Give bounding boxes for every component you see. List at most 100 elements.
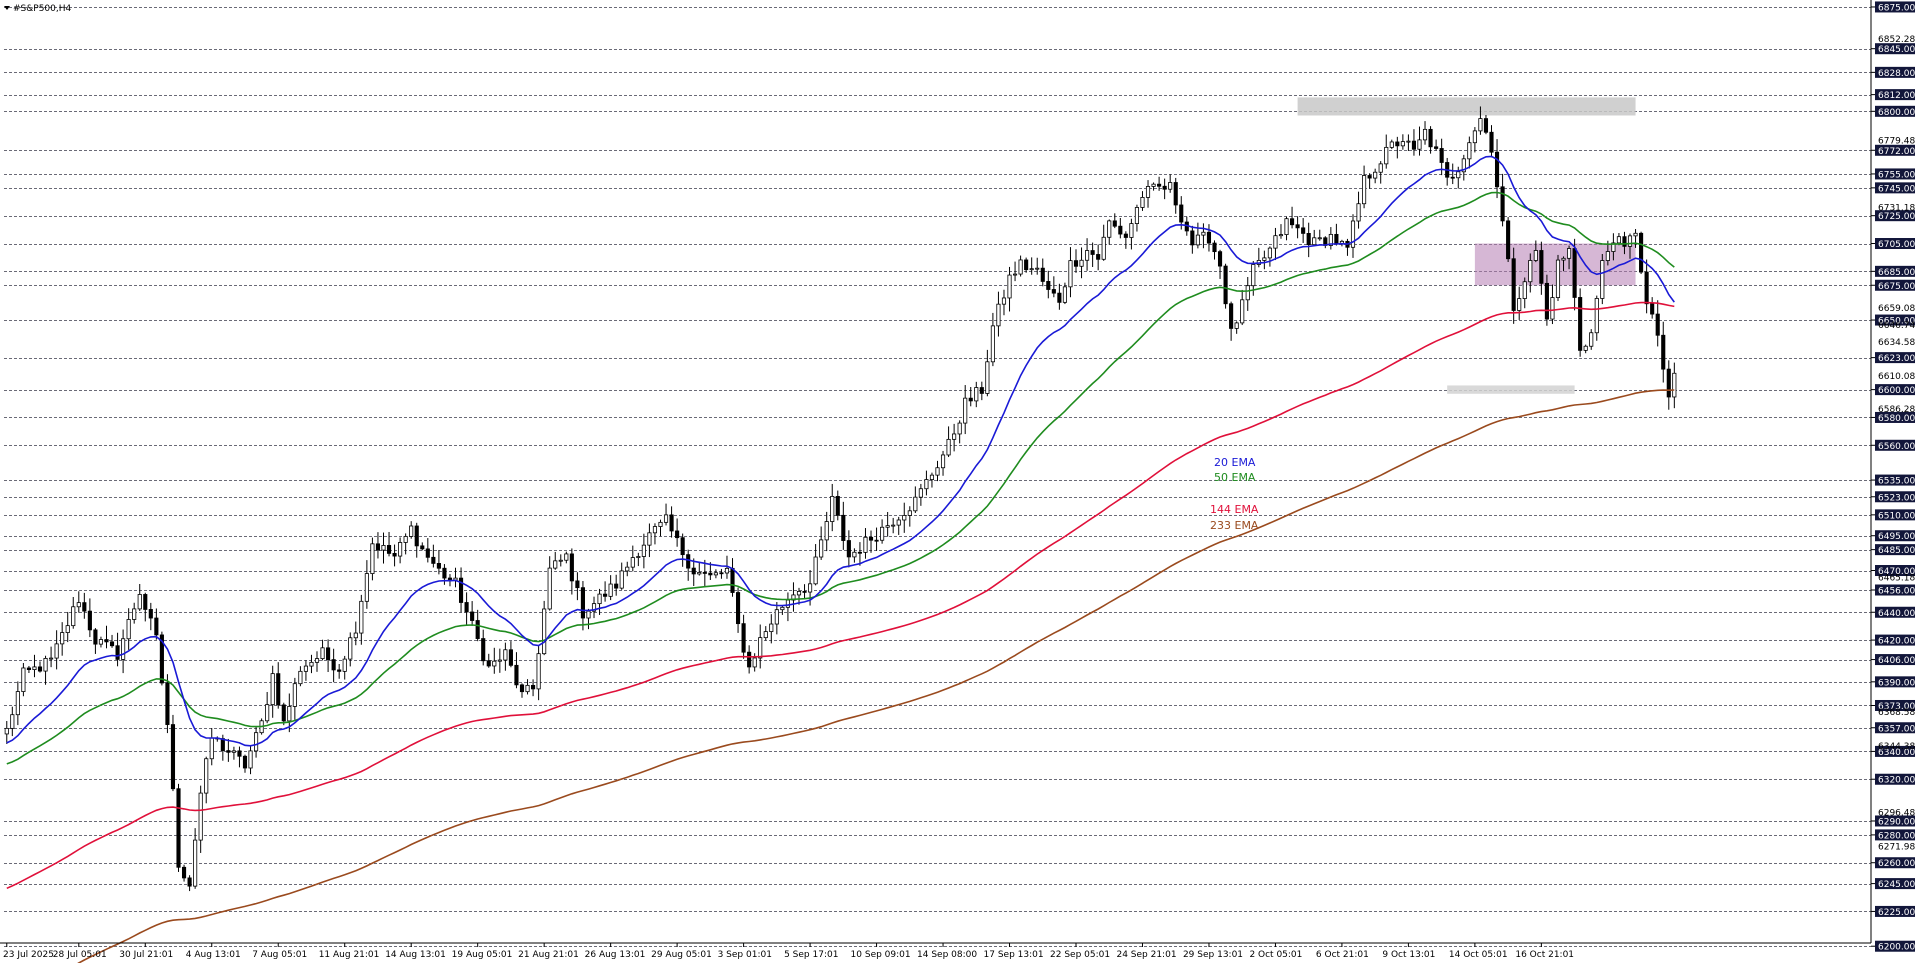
candle-body-52 — [292, 683, 297, 707]
candle-body-195 — [1085, 250, 1090, 261]
time-label-17: 24 Sep 21:01 — [1116, 950, 1176, 960]
candle-body-193 — [1073, 260, 1079, 267]
candle-body-266 — [1478, 118, 1483, 132]
candle-body-110 — [614, 583, 619, 589]
candle-body-55 — [309, 661, 314, 667]
candle-body-285 — [1583, 345, 1588, 351]
candle-body-197 — [1096, 254, 1101, 260]
candle-body-154 — [857, 551, 863, 554]
candle-body-120 — [669, 514, 674, 532]
candle-body-117 — [652, 526, 658, 534]
candle-body-5 — [32, 666, 37, 670]
candle-body-69 — [386, 545, 392, 554]
time-label-16: 22 Sep 05:01 — [1050, 950, 1110, 960]
dropdown-triangle-icon[interactable] — [4, 6, 10, 10]
candle-body-151 — [841, 514, 846, 541]
candle-body-132 — [735, 592, 741, 625]
candle-body-210 — [1168, 182, 1173, 190]
candle-body-97 — [542, 608, 547, 655]
candle-body-122 — [680, 537, 685, 556]
candle-body-35 — [198, 792, 203, 841]
price-tag-25: 6420.00 — [1878, 637, 1915, 647]
candle-body-298 — [1655, 313, 1660, 336]
legend-ema20: 20 EMA — [1214, 456, 1256, 469]
candle-body-116 — [647, 532, 652, 546]
candle-body-268 — [1489, 131, 1494, 153]
candle-body-18 — [104, 639, 109, 643]
candle-body-32 — [181, 866, 187, 879]
candle-body-77 — [431, 556, 436, 564]
candle-body-88 — [492, 660, 497, 667]
price-tag-4: 6800.00 — [1878, 108, 1915, 118]
candle-body-168 — [935, 467, 940, 476]
time-label-3: 4 Aug 13:01 — [186, 950, 241, 960]
candle-body-68 — [381, 545, 386, 551]
candle-body-14 — [82, 602, 87, 612]
candle-body-269 — [1494, 151, 1500, 188]
time-label-20: 6 Oct 21:01 — [1316, 950, 1369, 960]
candle-body-162 — [902, 515, 907, 521]
candle-body-85 — [475, 620, 480, 639]
candle-body-83 — [464, 602, 469, 613]
price-tag-20: 6495.00 — [1878, 532, 1915, 542]
candle-body-263 — [1461, 158, 1466, 173]
candle-body-72 — [403, 536, 408, 543]
price-tag-bg-24 — [1875, 606, 1915, 618]
candle-body-253 — [1406, 140, 1411, 143]
price-tag-bg-35 — [1875, 878, 1915, 890]
candle-body-157 — [874, 539, 879, 542]
candle-body-198 — [1101, 236, 1106, 260]
candle-body-287 — [1594, 298, 1599, 334]
candle-body-105 — [586, 610, 591, 619]
candle-body-145 — [808, 583, 813, 593]
candle-body-283 — [1572, 248, 1577, 298]
candle-body-66 — [370, 543, 375, 574]
price-label-5: 6634.58 — [1878, 338, 1915, 348]
rectangle-zones — [1297, 97, 1636, 394]
candle-body-96 — [536, 653, 541, 690]
candle-body-166 — [924, 479, 929, 490]
support-zone — [1447, 385, 1575, 394]
candle-body-205 — [1140, 197, 1145, 208]
price-tag-14: 6600.00 — [1878, 386, 1915, 396]
candle-body-11 — [65, 625, 70, 633]
candle-body-36 — [204, 758, 209, 794]
candle-body-229 — [1273, 235, 1278, 249]
symbol-title: #S&P500,H4 — [13, 4, 72, 14]
candle-body-167 — [929, 474, 935, 480]
price-label-12: 6271.98 — [1878, 843, 1915, 853]
candle-body-275 — [1528, 260, 1533, 283]
candle-body-59 — [331, 659, 336, 671]
price-tag-bg-11 — [1875, 279, 1915, 291]
candle-body-206 — [1145, 186, 1151, 198]
price-tag-bg-6 — [1875, 168, 1915, 180]
candle-body-57 — [320, 647, 325, 660]
price-tag-bg-7 — [1875, 182, 1915, 194]
candle-body-278 — [1544, 282, 1549, 320]
price-tag-3: 6812.00 — [1878, 91, 1915, 101]
candle-body-28 — [159, 634, 164, 684]
price-tag-8: 6725.00 — [1878, 212, 1915, 222]
candle-body-249 — [1384, 146, 1389, 165]
chart-title[interactable]: #S&P500,H4 — [4, 4, 72, 14]
candle-body-127 — [708, 572, 713, 576]
price-tag-12: 6650.00 — [1878, 317, 1915, 327]
candle-body-61 — [342, 658, 347, 672]
legend-ema233: 233 EMA — [1210, 519, 1259, 532]
candle-body-257 — [1428, 128, 1433, 148]
candle-body-27 — [154, 617, 159, 636]
candle-body-94 — [525, 684, 530, 693]
candle-body-2 — [15, 691, 20, 716]
candle-body-183 — [1018, 259, 1023, 275]
candle-body-95 — [531, 684, 536, 690]
candle-body-129 — [719, 572, 724, 575]
price-tag-bg-37 — [1875, 940, 1915, 952]
candle-body-192 — [1068, 260, 1073, 288]
candle-body-211 — [1173, 182, 1178, 206]
candle-body-12 — [71, 606, 76, 627]
price-tag-23: 6456.00 — [1878, 586, 1915, 596]
price-tag-24: 6440.00 — [1878, 609, 1915, 619]
candle-body-291 — [1616, 236, 1621, 244]
